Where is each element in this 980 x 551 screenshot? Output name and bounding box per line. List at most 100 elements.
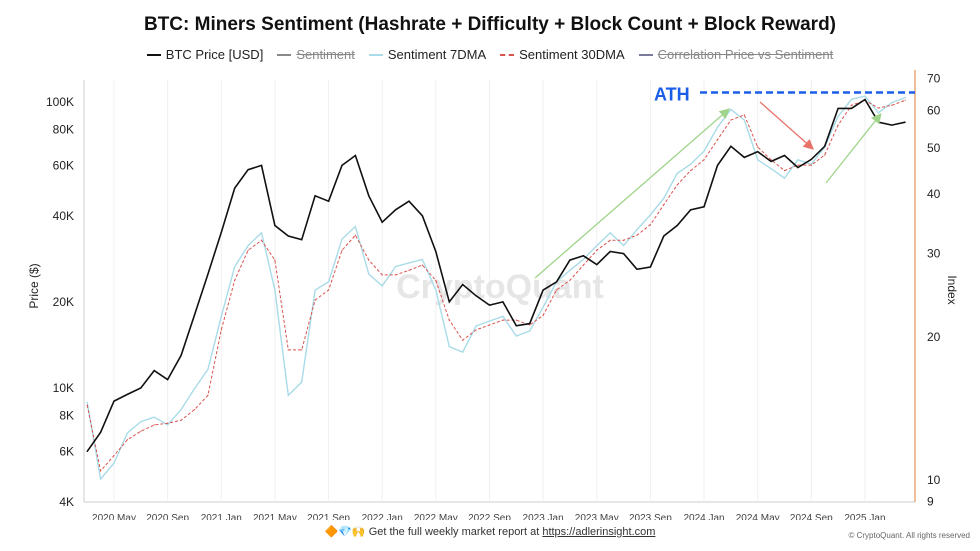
data-point	[180, 419, 182, 421]
data-point	[716, 139, 719, 141]
data-point	[716, 126, 719, 128]
trend-arrow-down	[759, 101, 814, 150]
x-tick-label: 2023 May	[575, 513, 619, 520]
data-point	[274, 259, 276, 261]
data-point	[622, 245, 625, 247]
x-tick-label: 2024 Jan	[683, 513, 724, 520]
data-point	[193, 408, 196, 411]
data-point	[448, 345, 450, 348]
data-point	[757, 146, 759, 148]
series-line-sentiment-7dma	[86, 95, 906, 481]
data-point	[462, 283, 464, 286]
data-point	[891, 102, 893, 104]
copyright: © CryptoQuant. All rights reserved	[848, 531, 971, 540]
data-point	[663, 197, 665, 199]
data-point	[381, 274, 383, 276]
data-point	[167, 424, 169, 426]
data-point	[247, 245, 249, 247]
data-point	[475, 325, 477, 327]
data-point	[234, 279, 236, 281]
x-tick-label: 2023 Jan	[523, 513, 564, 520]
data-point	[395, 209, 397, 211]
footer-link[interactable]: https://adlerinsight.com	[542, 526, 656, 538]
data-point	[555, 289, 558, 291]
data-point	[515, 319, 517, 321]
data-point	[234, 187, 236, 189]
data-point	[260, 232, 263, 234]
data-point	[837, 115, 839, 117]
y-left-tick-label: 4K	[59, 495, 74, 509]
data-point	[649, 266, 652, 268]
ath-label: ATH	[654, 84, 690, 104]
x-tick-label: 2024 Sep	[790, 513, 833, 520]
legend-item[interactable]: Sentiment	[277, 47, 355, 62]
data-point	[354, 225, 356, 228]
data-point	[703, 150, 705, 152]
data-point	[824, 154, 826, 156]
data-point	[502, 319, 504, 321]
data-point	[462, 351, 464, 353]
data-point	[448, 301, 450, 303]
legend-item[interactable]: Sentiment 7DMA	[368, 47, 487, 62]
trend-arrow-up	[534, 108, 730, 279]
x-tick-label: 2023 Sep	[629, 513, 672, 520]
data-point	[408, 200, 410, 202]
data-point	[381, 285, 383, 287]
data-point	[301, 381, 303, 383]
x-tick-label: 2022 May	[414, 513, 458, 520]
data-point	[113, 462, 115, 464]
y-right-tick-label: 50	[927, 141, 941, 155]
legend-item[interactable]: Correlation Price vs Sentiment	[638, 47, 833, 62]
data-point	[368, 273, 370, 275]
data-point	[86, 450, 88, 453]
data-point	[690, 163, 692, 165]
data-point	[609, 250, 611, 253]
y-right-tick-label: 60	[927, 103, 941, 117]
data-point	[408, 262, 410, 264]
legend-swatch	[277, 53, 292, 56]
legend-label: Sentiment 30DMA	[519, 47, 625, 62]
data-point	[636, 268, 638, 270]
y-right-tick-label: 10	[927, 473, 941, 487]
legend-label: Sentiment	[296, 47, 355, 62]
data-point	[877, 112, 879, 114]
data-point	[904, 121, 906, 123]
data-point	[542, 289, 544, 291]
legend-label: Sentiment 7DMA	[387, 47, 487, 62]
data-point	[448, 319, 450, 321]
y-left-tick-label: 6K	[59, 444, 74, 458]
y-left-tick-label: 40K	[53, 209, 74, 223]
legend-item[interactable]: BTC Price [USD]	[146, 47, 263, 62]
data-point	[247, 169, 249, 171]
data-point	[488, 320, 491, 322]
data-point	[220, 329, 222, 331]
data-point	[408, 269, 410, 271]
data-point	[247, 249, 249, 251]
data-point	[301, 239, 303, 241]
x-tick-label: 2025 Jan	[844, 513, 885, 520]
y-left-tick-label: 8K	[59, 409, 74, 423]
data-point	[488, 324, 491, 326]
data-point	[234, 265, 236, 268]
data-point	[113, 400, 115, 402]
data-point	[86, 404, 88, 406]
data-point	[502, 315, 504, 317]
legend-swatch	[500, 53, 515, 56]
data-point	[676, 184, 678, 186]
data-point	[327, 289, 330, 291]
data-point	[140, 387, 142, 389]
data-point	[636, 234, 638, 236]
legend-item[interactable]: Sentiment 30DMA	[500, 47, 625, 62]
data-point	[622, 253, 625, 255]
data-point	[850, 98, 853, 100]
data-point	[287, 349, 289, 351]
data-point	[569, 269, 571, 271]
data-point	[167, 422, 169, 424]
data-point	[301, 349, 303, 351]
data-point	[810, 164, 812, 166]
data-point	[368, 259, 370, 261]
data-point	[381, 221, 383, 223]
data-point	[314, 289, 316, 291]
data-point	[609, 232, 611, 234]
data-point	[220, 231, 222, 233]
